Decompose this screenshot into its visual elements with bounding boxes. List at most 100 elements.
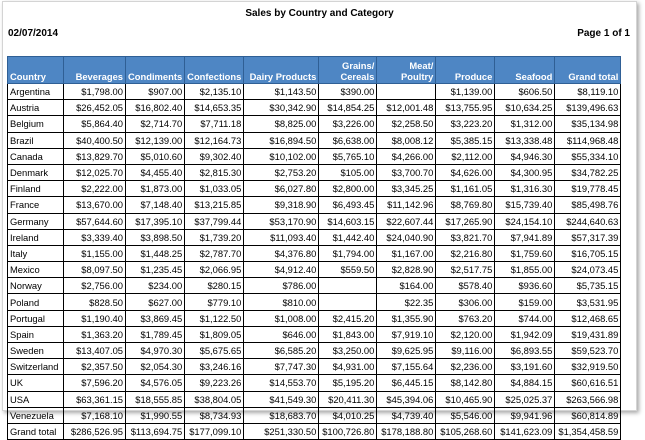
- value-cell: $1,143.50: [243, 82, 320, 101]
- country-cell: Brazil: [7, 131, 64, 149]
- column-header-grand-total[interactable]: Grand total: [554, 56, 622, 84]
- table-row: Belgium $5,864.40 $2,714.70 $7,711.18 $8,825…: [7, 115, 622, 133]
- column-header-meat-poultry[interactable]: Meat/Poultry: [376, 56, 437, 84]
- value-cell: $10,102.00: [243, 147, 320, 165]
- value-cell: $907.00: [124, 82, 186, 101]
- value-cell: $8,097.50: [63, 261, 126, 279]
- value-cell: $251,330.50: [243, 422, 320, 440]
- value-cell: $2,756.00: [63, 277, 126, 295]
- value-cell: $19,778.45: [554, 180, 622, 198]
- value-cell: $1,809.05: [184, 325, 245, 344]
- country-cell: Austria: [7, 99, 64, 117]
- country-cell: Finland: [7, 180, 64, 198]
- value-cell: $234.00: [124, 277, 186, 295]
- value-cell: $38,804.05: [184, 390, 245, 408]
- value-cell: $9,223.26: [184, 374, 245, 392]
- table-row: Argentina $1,798.00 $907.00 $2,135.10 $1,143…: [7, 82, 622, 101]
- grand-total-row: Grand total $286,526.95 $113,694.75 $177,09…: [7, 422, 622, 440]
- value-cell: $8,769.80: [435, 196, 496, 214]
- value-cell: $7,747.30: [243, 358, 320, 376]
- value-cell: $4,970.30: [124, 341, 186, 360]
- country-cell: Portugal: [7, 309, 64, 327]
- report-date: 02/07/2014: [8, 28, 59, 39]
- value-cell: $114,968.48: [554, 131, 622, 149]
- column-header-grains-cereals[interactable]: Grains/Cereals: [318, 56, 378, 84]
- value-cell: $1,355.90: [376, 309, 437, 327]
- value-cell: $141,623.09: [494, 422, 556, 440]
- column-header-condiments[interactable]: Condiments: [124, 56, 186, 84]
- value-cell: $26,452.05: [63, 99, 126, 117]
- value-cell: $10,634.25: [494, 99, 556, 117]
- column-header-country[interactable]: Country: [7, 56, 64, 84]
- value-cell: $2,054.30: [124, 358, 186, 376]
- value-cell: $1,033.05: [184, 180, 245, 198]
- value-cell: $6,638.00: [318, 131, 378, 149]
- value-cell: $15,739.40: [494, 196, 556, 214]
- value-cell: $7,596.20: [63, 374, 126, 392]
- value-cell: $2,517.75: [435, 261, 496, 279]
- value-cell: $12,139.00: [124, 131, 186, 149]
- value-cell: $4,739.40: [376, 406, 437, 424]
- value-cell: $12,468.65: [554, 309, 622, 327]
- value-cell: $8,825.00: [243, 115, 320, 133]
- value-cell: $3,246.16: [184, 358, 245, 376]
- column-header-seafood[interactable]: Seafood: [494, 56, 556, 84]
- value-cell: $1,122.50: [184, 309, 245, 327]
- value-cell: $828.50: [63, 293, 126, 311]
- value-cell: $4,266.00: [376, 147, 437, 165]
- value-cell: $4,010.25: [318, 406, 378, 424]
- value-cell: $6,445.15: [376, 374, 437, 392]
- value-cell: $3,898.50: [124, 228, 186, 246]
- table-header-row: Country Beverages Condiments Confections…: [7, 56, 622, 84]
- column-header-confections[interactable]: Confections: [184, 56, 245, 84]
- country-cell: Italy: [7, 244, 64, 263]
- column-header-dairy-products[interactable]: Dairy Products: [243, 56, 320, 84]
- column-header-beverages[interactable]: Beverages: [63, 56, 126, 84]
- value-cell: $578.40: [435, 277, 496, 295]
- value-cell: $3,821.70: [435, 228, 496, 246]
- value-cell: $13,338.48: [494, 131, 556, 149]
- value-cell: $34,782.25: [554, 163, 622, 182]
- table-row: UK $7,596.20 $4,576.05 $9,223.26 $14,553.70 $…: [7, 374, 622, 392]
- value-cell: $5,675.65: [184, 341, 245, 360]
- value-cell: $17,265.90: [435, 212, 496, 230]
- value-cell: $3,345.25: [376, 180, 437, 198]
- value-cell: $85,498.76: [554, 196, 622, 214]
- value-cell: $14,553.70: [243, 374, 320, 392]
- value-cell: $7,919.10: [376, 325, 437, 344]
- country-cell: Grand total: [7, 422, 64, 440]
- report-title: Sales by Country and Category: [245, 8, 394, 19]
- value-cell: $9,116.00: [435, 341, 496, 360]
- value-cell: $3,339.40: [63, 228, 126, 246]
- table-body: Argentina $1,798.00 $907.00 $2,135.10 $1,143…: [7, 82, 622, 440]
- value-cell: $3,700.70: [376, 163, 437, 182]
- value-cell: $1,316.30: [494, 180, 556, 198]
- value-cell: $3,226.00: [318, 115, 378, 133]
- column-header-produce[interactable]: Produce: [435, 56, 496, 84]
- value-cell: $2,415.20: [318, 309, 378, 327]
- country-cell: UK: [7, 374, 64, 392]
- value-cell: $3,869.45: [124, 309, 186, 327]
- value-cell: $2,357.50: [63, 358, 126, 376]
- value-cell: $57,317.39: [554, 228, 622, 246]
- value-cell: $7,168.10: [63, 406, 126, 424]
- value-cell: $5,010.60: [124, 147, 186, 165]
- value-cell: [318, 293, 378, 311]
- table-row: Italy $1,155.00 $1,448.25 $2,787.70 $4,376.8…: [7, 244, 622, 263]
- value-cell: [376, 82, 437, 101]
- value-cell: $8,119.10: [554, 82, 622, 101]
- value-cell: $6,893.55: [494, 341, 556, 360]
- value-cell: $13,829.70: [63, 147, 126, 165]
- value-cell: $280.15: [184, 277, 245, 295]
- value-cell: $60,616.51: [554, 374, 622, 392]
- table-row: France $13,670.00 $7,148.40 $13,215.85 $9,31…: [7, 196, 622, 214]
- value-cell: $1,155.00: [63, 244, 126, 263]
- value-cell: $2,135.10: [184, 82, 245, 101]
- value-cell: $13,755.95: [435, 99, 496, 117]
- value-cell: $4,946.30: [494, 147, 556, 165]
- value-cell: $2,714.70: [124, 115, 186, 133]
- country-cell: Poland: [7, 293, 64, 311]
- country-cell: Mexico: [7, 261, 64, 279]
- value-cell: $5,385.15: [435, 131, 496, 149]
